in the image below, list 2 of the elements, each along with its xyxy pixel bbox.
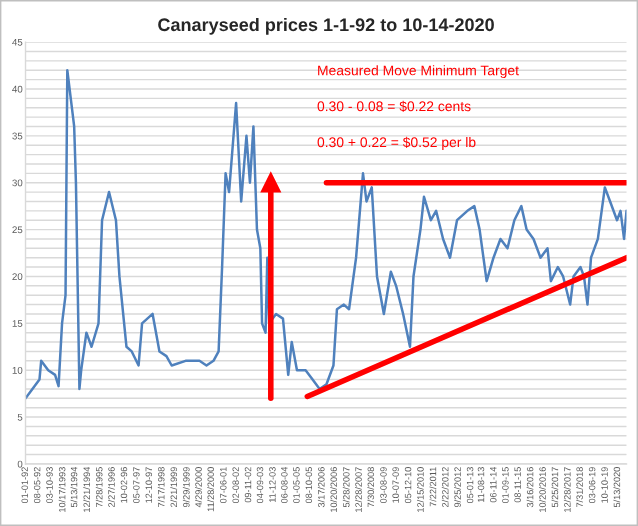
chart-title: Canaryseed prices 1-1-92 to 10-14-2020 bbox=[158, 17, 494, 35]
line-series bbox=[25, 68, 627, 400]
